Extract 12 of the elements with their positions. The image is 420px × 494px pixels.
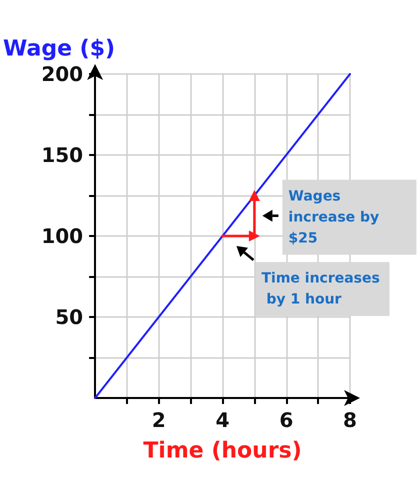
x-axis-title: Time (hours) (143, 438, 302, 464)
y-axis-title: Wage ($) (2, 36, 116, 62)
annotation: Time increases by 1 hour (261, 270, 380, 308)
y-tick-label: 50 (55, 305, 84, 329)
x-tick-label: 2 (152, 408, 166, 432)
x-tick-label: 4 (216, 408, 230, 432)
x-tick-label: 6 (279, 408, 294, 432)
y-tick-label: 150 (41, 143, 84, 167)
annotation: Wages increase by $25 (288, 188, 384, 246)
y-tick-label: 100 (41, 224, 84, 248)
x-tick-label: 8 (343, 408, 357, 432)
y-tick-label: 200 (41, 62, 84, 86)
